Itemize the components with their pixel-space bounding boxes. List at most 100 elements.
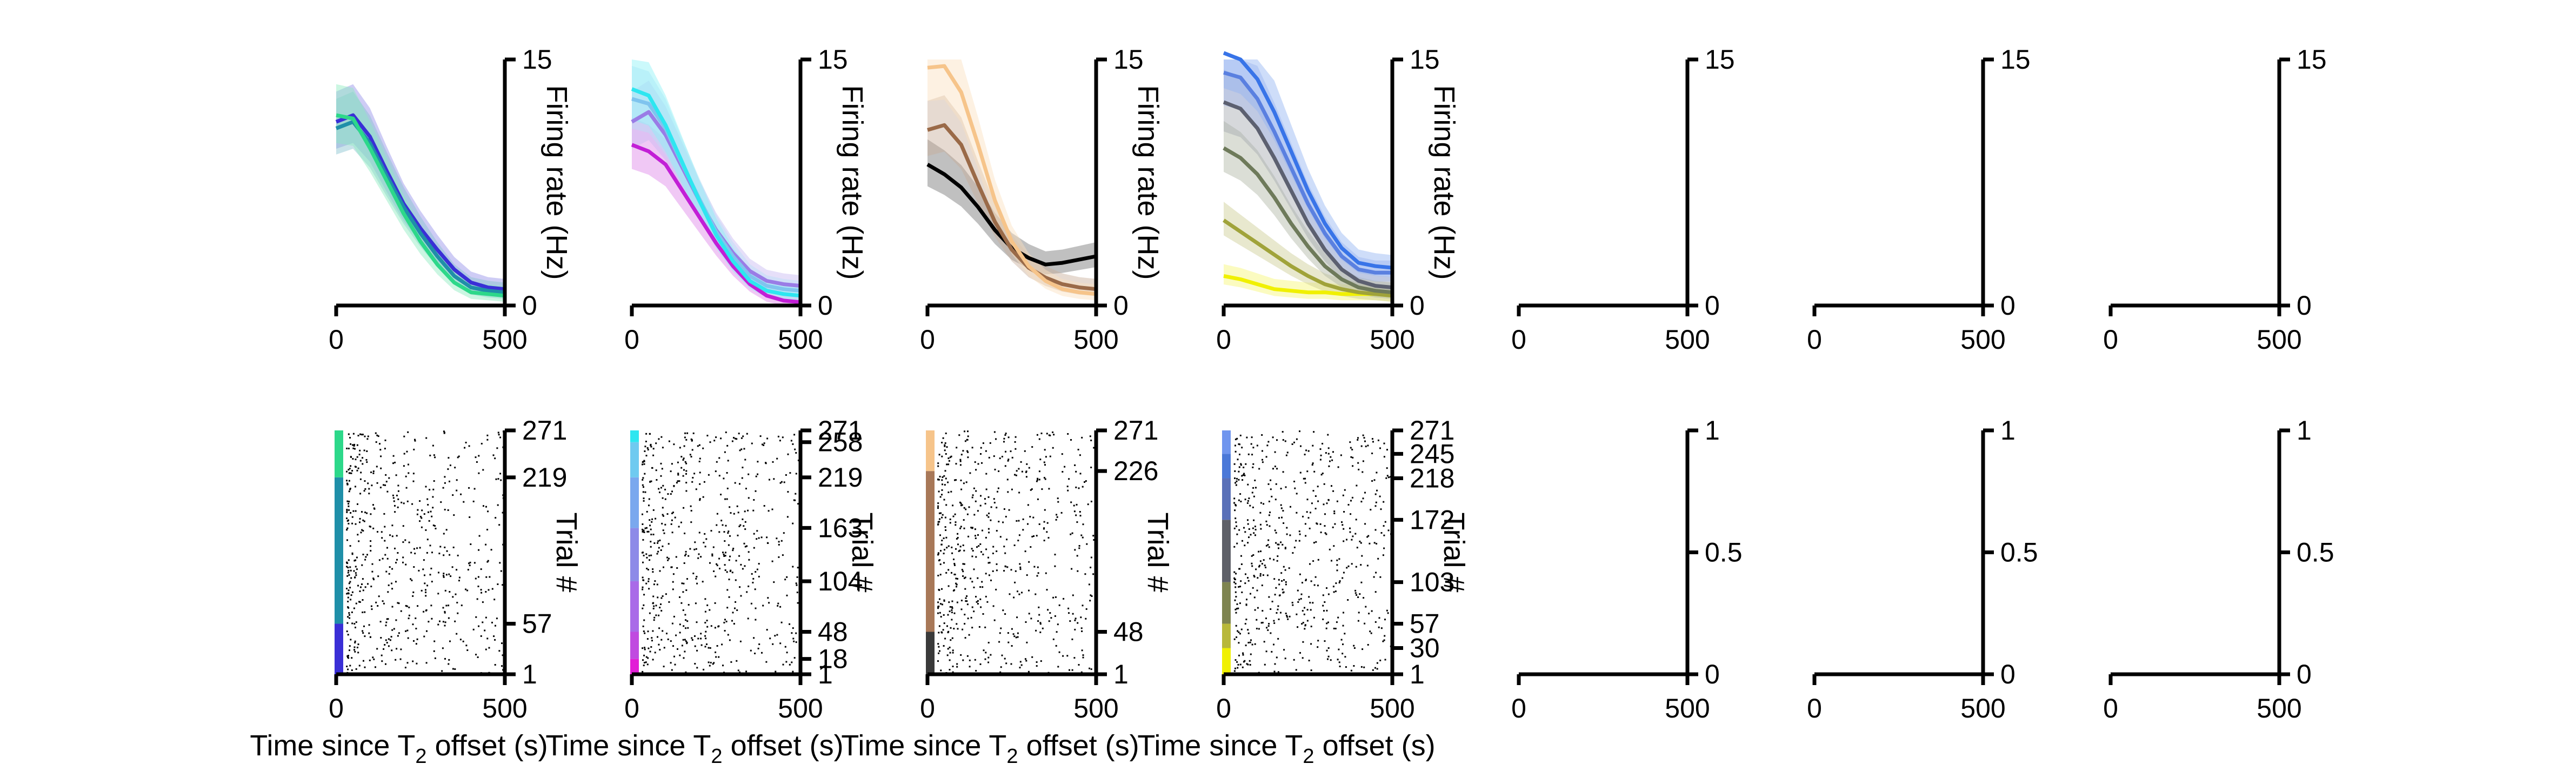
series-error-band <box>632 80 800 294</box>
series-error-band <box>927 95 1096 296</box>
series-error-band <box>336 84 505 296</box>
x-tick-label: 0 <box>1807 693 1822 723</box>
series-line <box>927 64 1097 296</box>
condition-band <box>1222 623 1231 648</box>
x-tick-label: 0 <box>920 324 935 355</box>
x-tick-label: 500 <box>1073 324 1118 355</box>
condition-band <box>630 528 639 581</box>
condition-band <box>1222 454 1231 479</box>
series-line <box>335 113 505 291</box>
y-tick-label: 18 <box>818 644 848 674</box>
y-tick-label: 0 <box>818 290 833 321</box>
y-tick-label: 57 <box>1410 608 1440 639</box>
x-tick-label: 500 <box>1960 693 2005 723</box>
series-line <box>1223 218 1393 298</box>
y-axis-title: Trial # <box>846 512 878 592</box>
y-tick-label: 0.5 <box>2000 537 2038 568</box>
y-tick-label: 0 <box>2297 290 2312 321</box>
x-tick-label: 0 <box>329 324 344 355</box>
y-axis-title: Trial # <box>1438 512 1470 592</box>
y-tick-label: 1 <box>1410 659 1425 689</box>
y-tick-label: 1 <box>818 659 833 689</box>
y-tick-label: 219 <box>522 462 567 493</box>
y-tick-label: 48 <box>1113 616 1144 647</box>
series-line <box>631 87 801 298</box>
x-tick-label: 0 <box>624 693 639 723</box>
series-line <box>336 113 505 298</box>
series-error-band <box>1224 69 1392 295</box>
y-axis-title: Trial # <box>1142 512 1174 592</box>
x-tick-label: 500 <box>778 324 823 355</box>
condition-band <box>630 442 639 477</box>
x-tick-label: 500 <box>2257 693 2301 723</box>
series-error-band <box>336 84 505 302</box>
raster-panel-7: 0 500 0 0.5 1 <box>2103 415 2334 723</box>
y-tick-label: 15 <box>1410 44 1440 75</box>
y-tick-label: 163 <box>818 513 863 543</box>
y-tick-label: 0 <box>2000 290 2016 321</box>
x-tick-label: 500 <box>1370 693 1414 723</box>
condition-band <box>335 430 343 477</box>
condition-band <box>1222 582 1231 624</box>
x-tick-label: 0 <box>1511 324 1526 355</box>
y-tick-label: 30 <box>1410 633 1440 663</box>
x-tick-label: 0 <box>2103 693 2118 723</box>
series-line <box>1223 100 1393 290</box>
series-error-band <box>632 117 800 306</box>
y-tick-label: 0 <box>1705 290 1720 321</box>
y-tick-label: 15 <box>522 44 552 75</box>
y-tick-label: 1 <box>522 659 537 689</box>
spike-raster <box>937 430 1095 676</box>
condition-band <box>1222 478 1231 520</box>
y-tick-label: 15 <box>818 44 848 75</box>
x-tick-label: 500 <box>1960 324 2005 355</box>
condition-band <box>630 659 639 674</box>
y-tick-label: 0.5 <box>1705 537 1743 568</box>
spike-raster <box>1233 430 1392 676</box>
y-tick-label: 226 <box>1113 456 1158 486</box>
series-line <box>1223 51 1393 270</box>
y-tick-label: 258 <box>818 427 863 457</box>
series-line <box>927 123 1097 291</box>
y-axis-title: Firing rate (Hz) <box>1428 85 1460 280</box>
y-tick-label: 219 <box>818 462 863 493</box>
series-line <box>631 143 801 304</box>
condition-band <box>335 477 343 624</box>
y-tick-label: 15 <box>2297 44 2327 75</box>
series-error-band <box>632 59 800 302</box>
y-tick-label: 0.5 <box>2297 537 2334 568</box>
condition-band <box>926 430 935 471</box>
y-tick-label: 0 <box>522 290 537 321</box>
y-tick-label: 271 <box>818 415 863 446</box>
x-tick-label: 500 <box>482 693 527 723</box>
condition-band <box>335 623 343 674</box>
x-tick-label: 0 <box>1216 693 1231 723</box>
condition-band <box>630 430 639 442</box>
condition-band <box>1222 520 1231 582</box>
y-tick-label: 172 <box>1410 504 1454 535</box>
x-tick-label: 0 <box>1216 324 1231 355</box>
condition-band <box>1222 430 1231 454</box>
series-line <box>1223 146 1393 295</box>
series-error-band <box>1224 121 1392 299</box>
x-axis-title: Time since T2 offset (s) <box>250 729 548 768</box>
y-tick-label: 1 <box>1705 415 1720 446</box>
y-axis-title: Firing rate (Hz) <box>540 85 573 280</box>
y-tick-label: 1 <box>2000 415 2016 446</box>
y-tick-label: 15 <box>1113 44 1144 75</box>
x-tick-label: 0 <box>624 324 639 355</box>
x-tick-label: 500 <box>1370 324 1414 355</box>
condition-band <box>926 632 935 674</box>
raster-panel-1: 0 500 1 57 219 271 Trial # Time since T2 offset… <box>250 415 583 768</box>
x-tick-label: 500 <box>2257 324 2301 355</box>
condition-band <box>630 581 639 632</box>
y-tick-label: 271 <box>1113 415 1158 446</box>
